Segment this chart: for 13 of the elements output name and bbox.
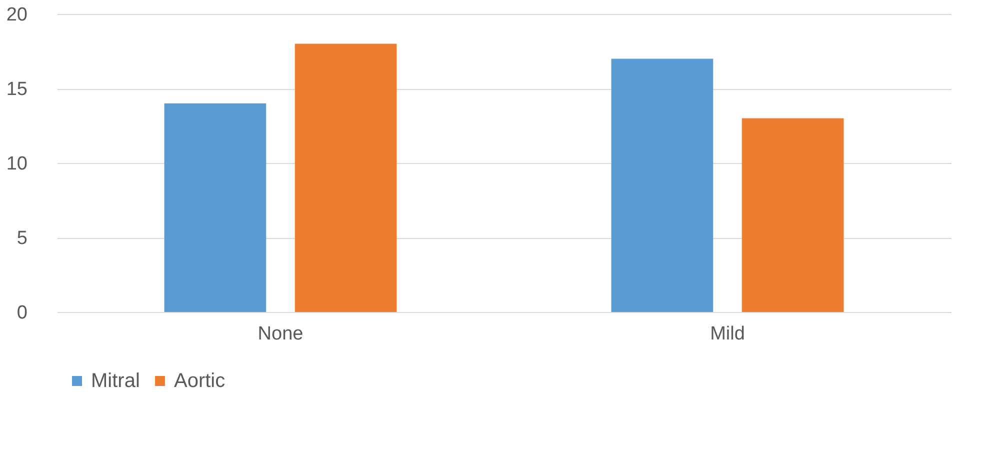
y-tick-label: 0 bbox=[16, 302, 28, 324]
y-tick-label: 10 bbox=[6, 154, 28, 174]
bar bbox=[742, 118, 844, 312]
y-tick-label: 5 bbox=[16, 228, 28, 249]
legend-label: Aortic bbox=[174, 370, 226, 392]
legend-label: Mitral bbox=[91, 370, 140, 392]
y-tick-label: 15 bbox=[6, 79, 28, 100]
bar bbox=[611, 58, 714, 312]
x-tick-label: None bbox=[258, 324, 304, 344]
bar bbox=[164, 103, 266, 312]
x-tick-label: Mild bbox=[710, 324, 745, 344]
y-tick-label: 20 bbox=[6, 4, 28, 26]
bar bbox=[294, 44, 397, 312]
